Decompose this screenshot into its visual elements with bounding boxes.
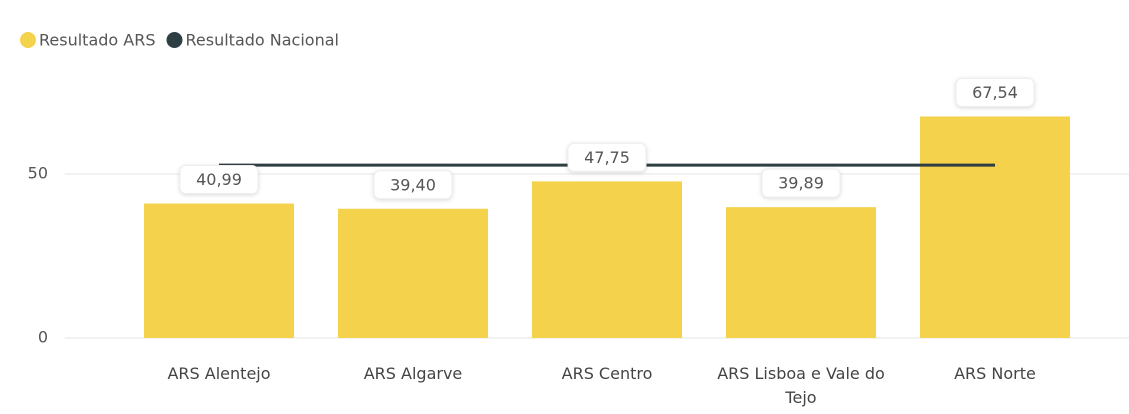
data-label: 39,40 (390, 175, 436, 194)
legend-marker (166, 32, 183, 48)
x-tick-label: ARS Norte (954, 364, 1036, 383)
legend-label: Resultado Nacional (186, 31, 339, 50)
x-tick-label: ARS Centro (561, 364, 653, 383)
x-tick-label: ARS Lisboa e Vale do Tejo (717, 364, 885, 407)
label-box (567, 142, 647, 172)
bar (532, 181, 682, 338)
legend-label: Resultado ARS (39, 31, 156, 50)
x-tick-label: ARS Algarve (363, 364, 463, 383)
label-box (955, 77, 1035, 107)
bar (144, 203, 294, 338)
bar (338, 208, 488, 338)
y-tick-label: 0 (38, 328, 48, 347)
x-tick-label: ARS Alentejo (167, 364, 271, 383)
data-label: 47,75 (584, 148, 630, 167)
data-label: 39,89 (778, 174, 824, 193)
label-box (761, 168, 841, 198)
bar (920, 116, 1070, 338)
label-box (373, 170, 453, 200)
legend-marker (20, 32, 36, 48)
label-box (179, 165, 259, 195)
y-tick-label: 50 (28, 164, 48, 183)
bar (726, 207, 876, 338)
data-label: 67,54 (972, 83, 1018, 102)
data-label: 40,99 (196, 170, 242, 189)
